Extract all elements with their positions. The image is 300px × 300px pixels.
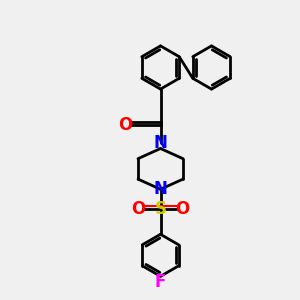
Text: O: O	[175, 200, 190, 218]
Text: F: F	[155, 273, 166, 291]
Text: O: O	[131, 200, 146, 218]
Text: N: N	[154, 134, 167, 152]
Text: S: S	[154, 200, 166, 218]
Text: O: O	[118, 116, 132, 134]
Text: N: N	[154, 180, 167, 198]
